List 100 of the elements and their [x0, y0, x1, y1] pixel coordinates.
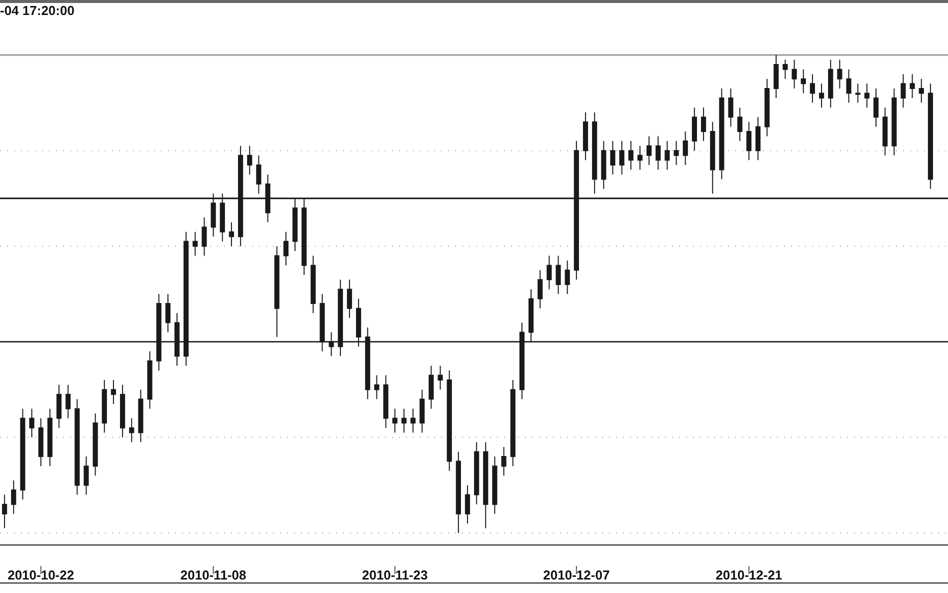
candlestick	[528, 288, 534, 342]
candlestick	[637, 145, 643, 170]
candlestick	[918, 78, 924, 104]
candlestick	[328, 332, 334, 357]
x-tick-label: 2010-12-07	[543, 568, 610, 583]
candlestick	[556, 255, 561, 294]
candlestick	[410, 408, 416, 434]
candlestick	[338, 279, 343, 357]
candlestick	[47, 408, 52, 467]
candlestick	[365, 326, 370, 400]
candlestick	[700, 107, 706, 142]
candlestick	[855, 83, 860, 104]
candlestick	[120, 384, 126, 438]
candlestick	[74, 398, 80, 496]
candlestick	[129, 418, 134, 443]
candlestick	[764, 78, 770, 137]
candlestick	[682, 130, 688, 166]
candlestick	[619, 140, 624, 175]
candlestick	[792, 59, 797, 89]
candlestick	[719, 88, 724, 180]
candlestick	[102, 380, 107, 434]
candlestick	[420, 389, 425, 434]
candlestick	[428, 365, 434, 410]
candlestick	[882, 107, 888, 156]
candlestick	[228, 222, 234, 247]
candlestick	[29, 408, 34, 438]
candlestick	[456, 451, 461, 534]
x-tick-label: 2010-12-21	[716, 568, 782, 583]
candlestick	[628, 140, 634, 170]
candlestick	[346, 279, 352, 318]
candlestick	[800, 68, 806, 94]
candlestick	[356, 298, 362, 348]
candlestick	[274, 246, 280, 338]
candlestick	[892, 88, 897, 156]
candlestick	[674, 140, 679, 166]
candlestick	[401, 408, 406, 434]
candlestick	[656, 136, 661, 170]
candlestick	[84, 456, 89, 496]
candlestick	[192, 231, 198, 256]
candlestick	[483, 442, 488, 529]
candlestick	[782, 59, 788, 80]
candlestick	[383, 374, 388, 428]
candlestick	[582, 112, 588, 161]
candlestick	[156, 294, 162, 371]
candlestick	[174, 312, 180, 366]
candlestick	[66, 384, 71, 419]
candlestick	[374, 374, 380, 400]
candlestick	[38, 418, 44, 467]
candlestick	[692, 107, 697, 152]
candlestick	[320, 294, 325, 352]
candlestick	[610, 140, 616, 175]
candlestick	[464, 484, 470, 524]
candlestick	[737, 107, 742, 142]
candlestick	[846, 68, 852, 104]
candlestick	[774, 54, 779, 99]
candlestick	[11, 480, 16, 514]
candlestick	[256, 154, 262, 194]
candlestick	[864, 83, 870, 108]
candlestick	[147, 350, 152, 410]
candlestick	[446, 370, 452, 472]
candlestick	[728, 88, 734, 128]
candlestick	[828, 59, 834, 108]
chart-title: -04 17:20:00	[0, 3, 74, 18]
candlestick	[538, 270, 543, 309]
candlestick	[810, 74, 815, 104]
candlestick	[247, 145, 252, 175]
candlestick	[20, 408, 26, 500]
candlestick	[519, 322, 525, 400]
candlestick	[310, 255, 316, 314]
candlestick	[92, 413, 98, 476]
candlestick	[56, 384, 62, 428]
candlestick	[664, 140, 670, 170]
candlestick	[202, 217, 207, 256]
candlestick	[438, 365, 443, 390]
candlestick	[501, 446, 506, 476]
candlestick	[873, 88, 879, 128]
candlestick	[2, 494, 8, 529]
candlestick	[910, 74, 915, 99]
candlestick	[184, 231, 189, 366]
candlestick	[110, 380, 116, 404]
candlestick	[283, 231, 288, 266]
candlestick	[546, 255, 552, 290]
candlestick	[601, 140, 606, 190]
candlestick	[755, 116, 761, 161]
x-tick-label: 2010-11-08	[180, 568, 246, 583]
candlestick	[492, 456, 498, 514]
candlestick	[646, 136, 652, 166]
candlestick	[392, 408, 398, 434]
x-tick-label: 2010-11-23	[362, 568, 428, 583]
candlestick	[592, 112, 598, 194]
candlestick	[746, 121, 752, 161]
candlestick	[510, 380, 516, 467]
x-tick-label: 2010-10-22	[8, 568, 74, 583]
candlestick	[474, 442, 480, 505]
candlestick	[818, 83, 824, 108]
candlestick	[138, 389, 144, 443]
candlestick	[165, 294, 170, 333]
candlestick	[900, 74, 906, 108]
candlestick	[564, 260, 570, 294]
candlestick	[928, 83, 934, 190]
